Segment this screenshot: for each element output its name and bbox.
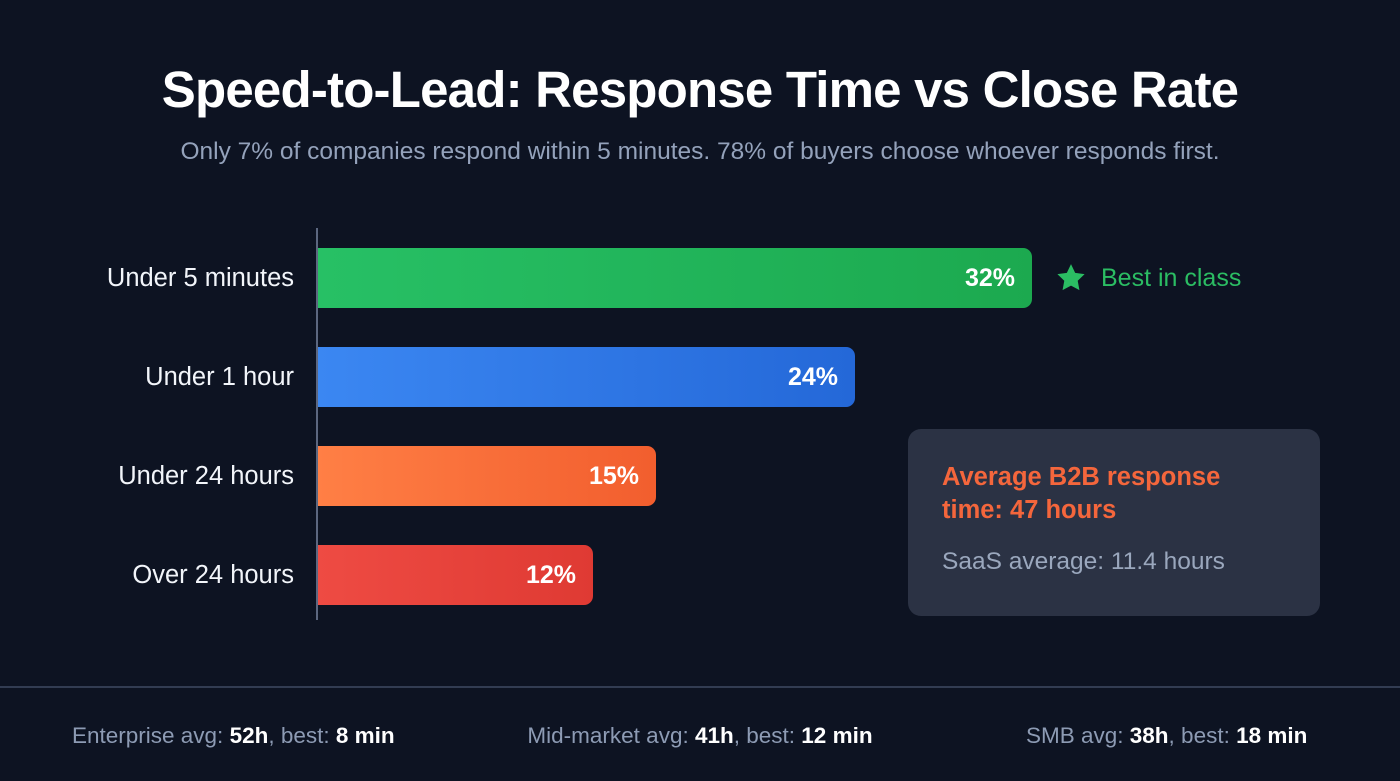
footer-stat-smb: SMB avg: 38h, best: 18 min	[933, 723, 1400, 749]
footer-stat-mid-market: Mid-market avg: 41h, best: 12 min	[467, 723, 934, 749]
bar-track: 12%	[318, 545, 593, 605]
best-in-class-label: Best in class	[1101, 263, 1242, 292]
bar-category-label: Under 5 minutes	[106, 264, 294, 292]
bar-category-label: Under 1 hour	[145, 363, 294, 391]
callout-heading: Average B2B response time: 47 hours	[942, 463, 1221, 524]
footer-label-secondary: , best:	[1168, 723, 1237, 748]
bar-value-label: 32%	[964, 264, 1015, 292]
best-in-class-annotation: Best in class	[1055, 248, 1241, 308]
bar-under-24-hours[interactable]: 15%	[318, 446, 656, 506]
chart-subtitle: Only 7% of companies respond within 5 mi…	[180, 138, 1220, 166]
callout-card: Average B2B response time: 47 hours SaaS…	[908, 429, 1320, 616]
bar-under-5-minutes[interactable]: 32%	[318, 248, 1032, 308]
bar-track: 24%	[318, 347, 855, 407]
footer-label: Enterprise avg:	[71, 723, 230, 748]
bar-row: Under 1 hour 24%	[0, 347, 1400, 407]
bar-row: Over 24 hours 12%	[0, 545, 1400, 605]
footer-label-secondary: , best:	[733, 723, 802, 748]
bar-category-label: Under 24 hours	[118, 462, 294, 490]
bar-value-label: 24%	[787, 363, 838, 391]
star-icon	[1057, 264, 1085, 291]
footer-value: 52h	[229, 723, 269, 748]
y-axis-line	[316, 228, 318, 620]
bar-value-label: 15%	[588, 462, 639, 490]
footer-stat-enterprise: Enterprise avg: 52h, best: 8 min	[0, 723, 467, 749]
bar-over-24-hours[interactable]: 12%	[318, 545, 593, 605]
footer-value-secondary: 18 min	[1236, 723, 1308, 748]
bar-track: 15%	[318, 446, 656, 506]
bar-row: Under 5 minutes 32% Best in class	[0, 248, 1400, 308]
footer-value: 41h	[694, 723, 734, 748]
bar-category-label: Over 24 hours	[132, 561, 294, 589]
bar-track: 32%	[318, 248, 1032, 308]
callout-subtext: SaaS average: 11.4 hours	[942, 548, 1225, 576]
bar-row: Under 24 hours 15%	[0, 446, 1400, 506]
bar-value-label: 12%	[525, 561, 576, 589]
footer-value: 38h	[1129, 723, 1169, 748]
bar-under-1-hour[interactable]: 24%	[318, 347, 855, 407]
footer-label-secondary: , best:	[268, 723, 336, 748]
footer-divider	[0, 686, 1400, 688]
footer-label: SMB avg:	[1025, 723, 1130, 748]
plot-area: Under 5 minutes 32% Best in class Under …	[0, 228, 1400, 620]
footer-stats: Enterprise avg: 52h, best: 8 min Mid-mar…	[0, 700, 1400, 772]
footer-value-secondary: 12 min	[801, 723, 873, 748]
footer-label: Mid-market avg:	[527, 723, 695, 748]
page-title: Speed-to-Lead: Response Time vs Close Ra…	[161, 61, 1239, 118]
footer-value-secondary: 8 min	[335, 723, 395, 748]
chart-header: Speed-to-Lead: Response Time vs Close Ra…	[0, 62, 1400, 166]
